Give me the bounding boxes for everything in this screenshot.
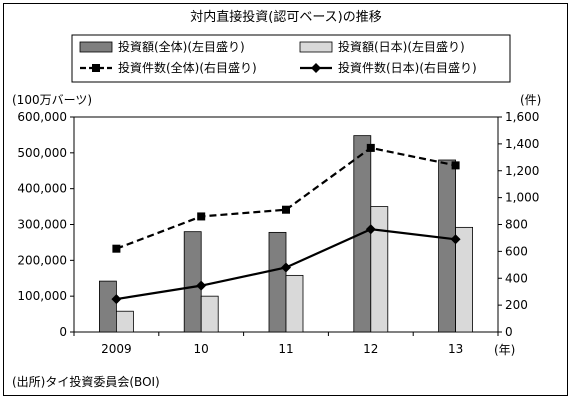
- source-note: (出所)タイ投資委員会(BOI): [12, 374, 160, 389]
- left-tick-label: 200,000: [17, 253, 67, 267]
- right-tick-label: 1,600: [505, 110, 539, 124]
- x-tick-label: 10: [194, 342, 209, 356]
- x-tick-label: 2009: [101, 342, 132, 356]
- x-tick-label: 13: [448, 342, 463, 356]
- right-axis-label: (件): [520, 93, 541, 107]
- left-tick-label: 600,000: [17, 110, 67, 124]
- marker-square: [366, 143, 375, 152]
- x-unit-label: (年): [494, 343, 515, 357]
- right-tick-label: 800: [505, 218, 528, 232]
- left-tick-label: 300,000: [17, 218, 67, 232]
- chart-title: 対内直接投資(認可ベース)の推移: [190, 9, 382, 25]
- right-tick-label: 0: [505, 325, 513, 339]
- left-tick-label: 0: [59, 325, 67, 339]
- marker-square: [282, 205, 290, 214]
- bar-japan: [285, 274, 304, 333]
- legend-marker: [92, 64, 100, 72]
- x-tick-label: 12: [363, 342, 378, 356]
- bar-total: [438, 159, 457, 333]
- marker-diamond: [196, 280, 207, 291]
- left-tick-label: 100,000: [17, 289, 67, 303]
- bar-total: [183, 231, 202, 333]
- marker-square: [451, 161, 460, 170]
- marker-diamond: [365, 224, 376, 235]
- legend-label: 投資額(日本)(左目盛り): [338, 39, 465, 54]
- left-tick-label: 400,000: [17, 182, 67, 196]
- right-tick-label: 600: [505, 244, 528, 258]
- legend: 投資額(全体)(左目盛り) 投資額(日本)(左目盛り) 投資件数(全体)(右目盛り)…: [79, 39, 477, 75]
- marker-diamond: [450, 234, 461, 245]
- right-tick-label: 1,400: [505, 137, 539, 151]
- bar-japan: [200, 295, 219, 333]
- x-tick-label: 11: [278, 342, 293, 356]
- right-tick-label: 200: [505, 298, 528, 312]
- legend-box: [71, 34, 511, 83]
- legend-marker: [311, 63, 321, 73]
- plot-area: 0 100,000 200,000 300,000 400,000 500,000 600,…: [17, 110, 539, 356]
- bar-total: [99, 280, 117, 333]
- bar-japan: [370, 206, 389, 333]
- right-tick-label: 1,000: [505, 191, 539, 205]
- marker-diamond: [281, 262, 291, 273]
- bar-japan: [455, 226, 474, 333]
- left-axis-label: (100万バーツ): [12, 93, 92, 107]
- left-tick-label: 500,000: [17, 146, 67, 160]
- marker-square: [112, 244, 121, 253]
- bar-japan: [116, 310, 134, 333]
- right-tick-label: 1,200: [505, 164, 539, 178]
- legend-label: 投資件数(日本)(右目盛り): [338, 60, 477, 75]
- marker-diamond: [111, 294, 122, 305]
- bar-total: [268, 231, 287, 333]
- legend-swatch: [299, 41, 333, 53]
- right-tick-label: 400: [505, 271, 528, 285]
- legend-swatch: [79, 41, 113, 53]
- marker-square: [197, 212, 206, 221]
- line-count-total: [116, 146, 456, 250]
- legend-label: 投資額(全体)(左目盛り): [118, 39, 245, 54]
- legend-label: 投資件数(全体)(右目盛り): [118, 60, 257, 75]
